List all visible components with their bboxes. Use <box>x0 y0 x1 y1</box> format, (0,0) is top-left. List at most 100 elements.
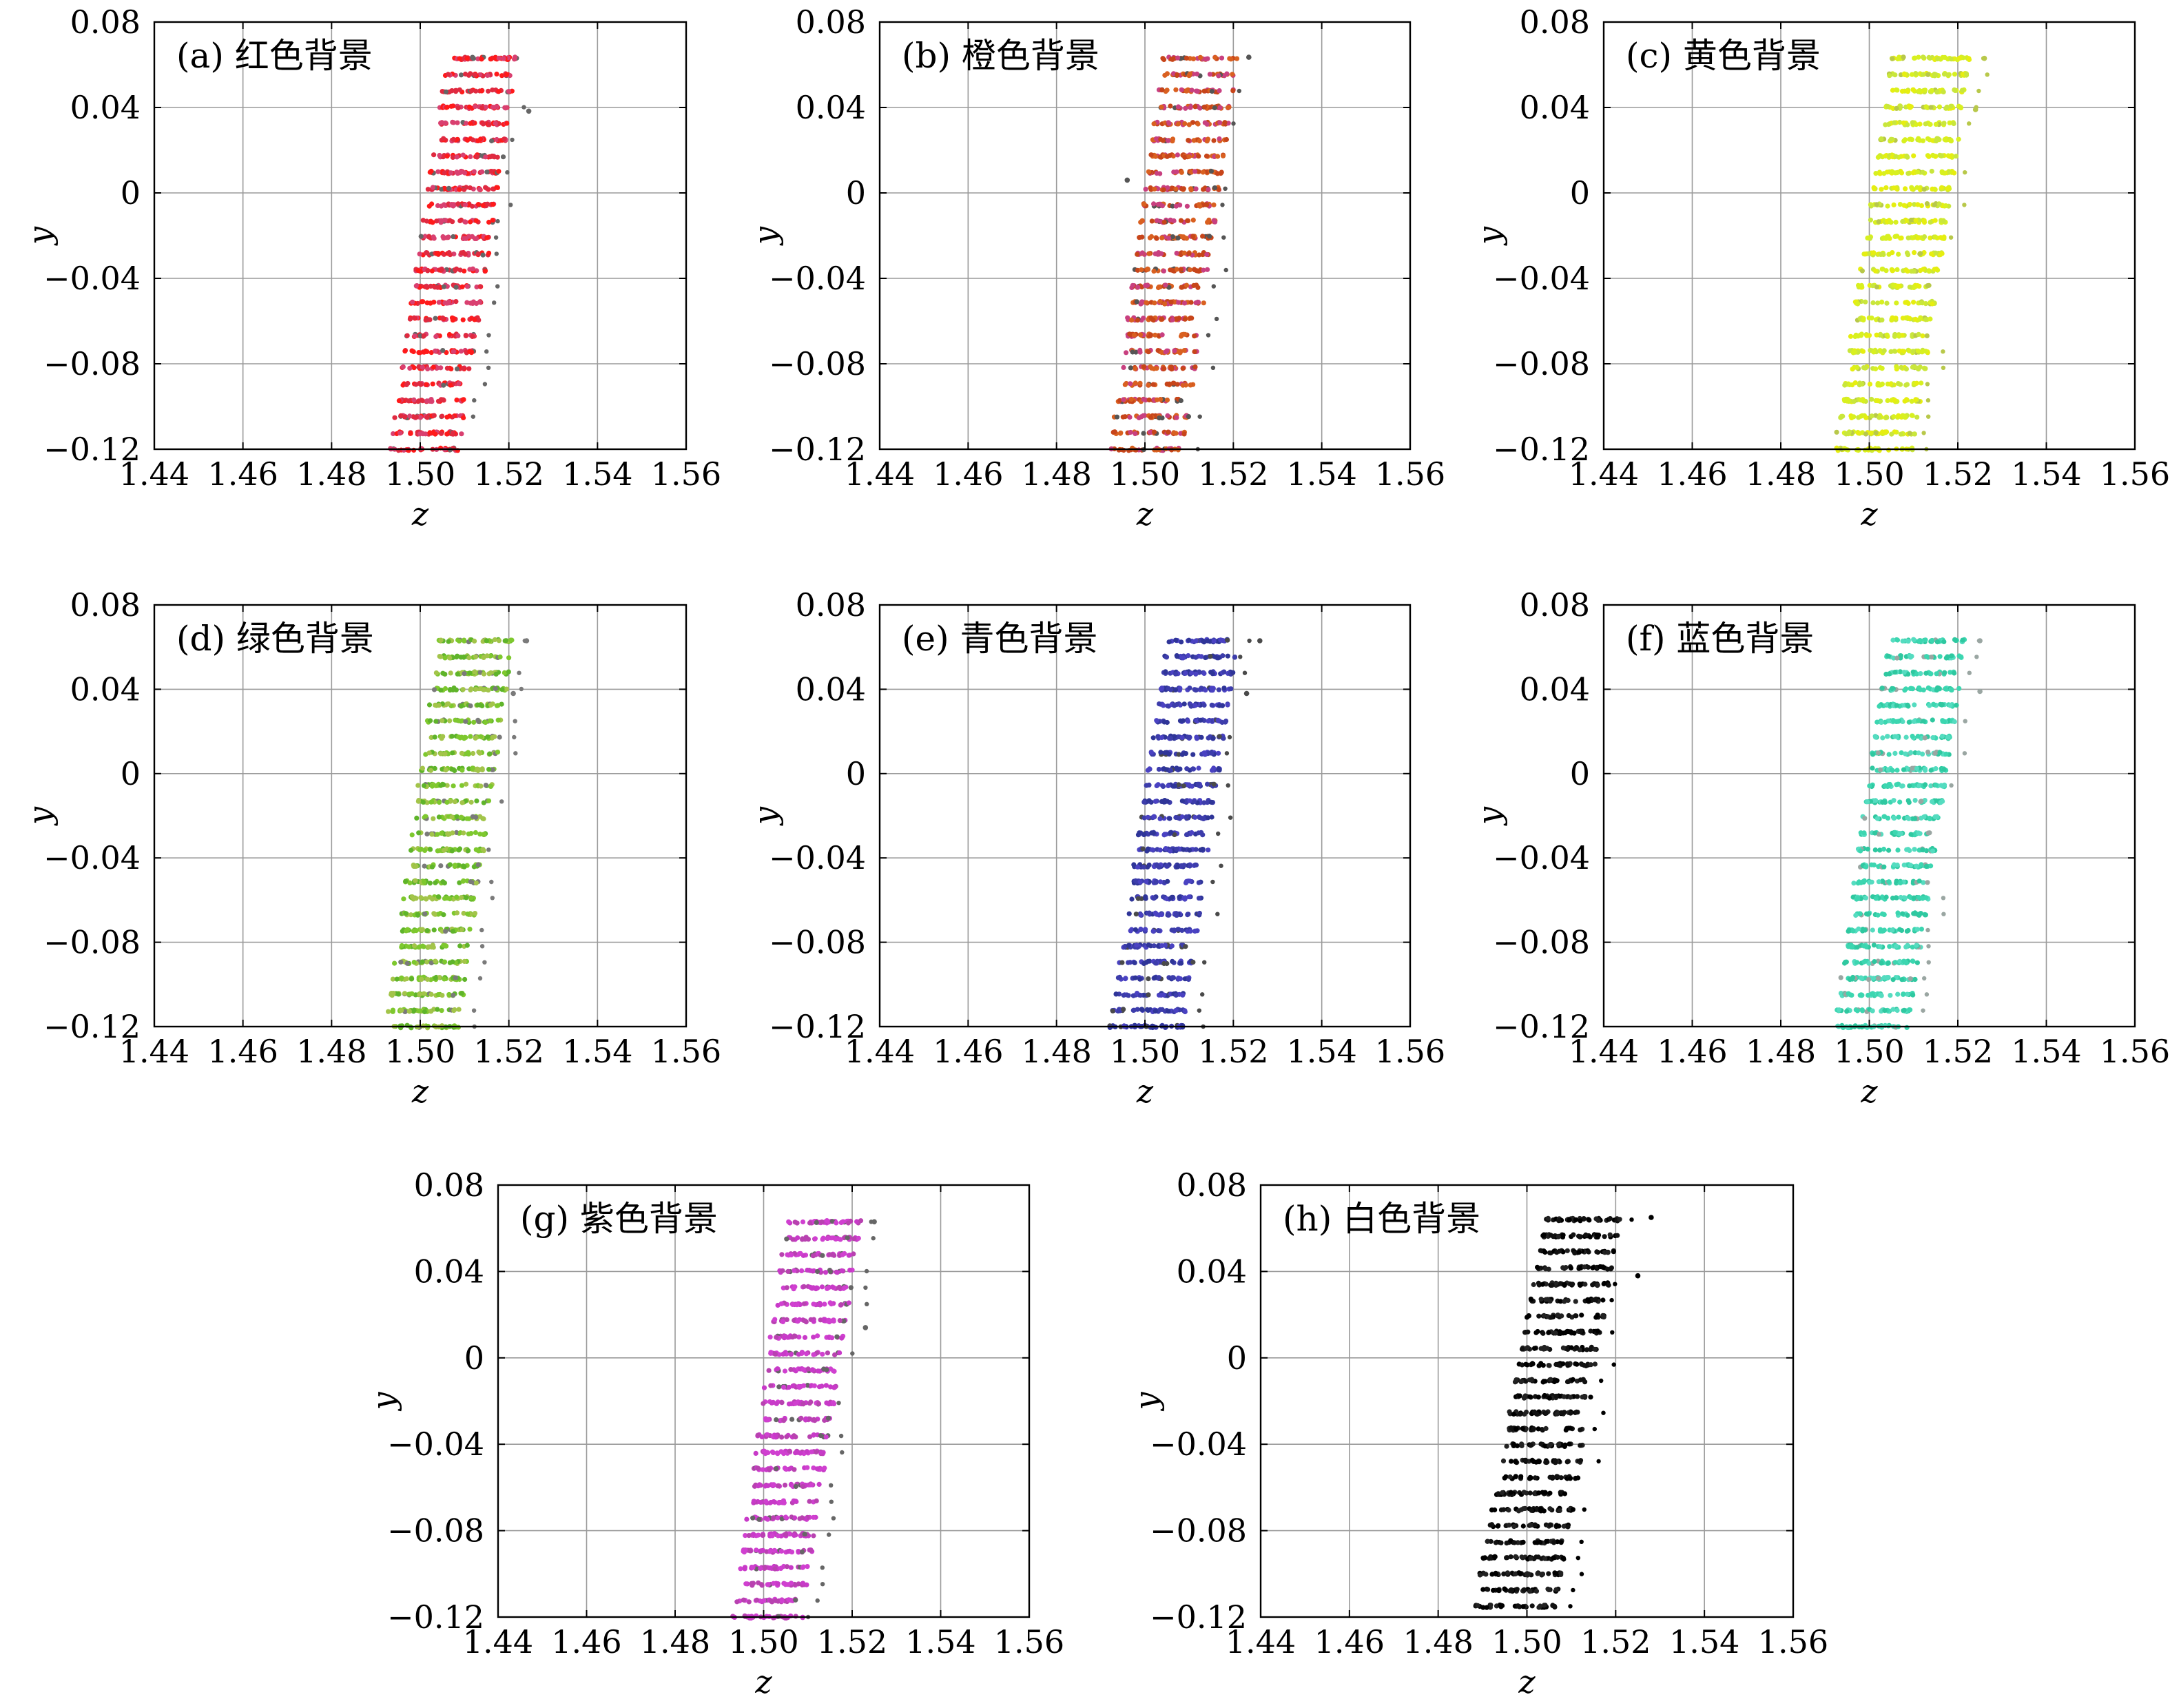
data-point <box>1911 637 1916 643</box>
data-point <box>1141 364 1147 369</box>
data-point <box>505 170 510 175</box>
data-point <box>1900 638 1905 644</box>
data-point <box>428 960 434 966</box>
y-axis-label: y <box>747 806 784 826</box>
data-point <box>1148 234 1155 239</box>
data-point <box>1879 686 1885 691</box>
data-point <box>476 719 482 724</box>
data-point <box>1189 830 1195 836</box>
data-point <box>1188 105 1193 110</box>
data-point <box>1914 380 1919 386</box>
data-point <box>1168 736 1173 741</box>
data-point <box>1874 284 1879 290</box>
data-point <box>1894 655 1900 661</box>
data-point <box>1892 670 1898 675</box>
data-point <box>433 348 438 353</box>
data-point <box>1195 781 1201 787</box>
data-point <box>1134 943 1139 948</box>
data-point <box>1941 218 1946 224</box>
data-point <box>1199 686 1204 691</box>
data-point <box>466 655 472 661</box>
data-point <box>1912 702 1917 708</box>
data-point <box>1879 136 1884 142</box>
data-point <box>1179 87 1184 92</box>
data-point <box>441 382 446 388</box>
data-point <box>453 299 459 305</box>
data-point <box>454 830 459 835</box>
data-point <box>1952 170 1957 176</box>
data-point <box>457 943 463 949</box>
data-point <box>425 187 431 192</box>
data-point <box>1146 169 1151 174</box>
x-axis-label: z <box>411 495 429 533</box>
data-point <box>456 381 462 387</box>
data-point <box>432 765 437 771</box>
data-point <box>1157 701 1162 707</box>
data-point <box>1943 686 1948 692</box>
data-point <box>1981 55 1987 61</box>
data-point <box>465 137 471 143</box>
data-point <box>1166 752 1172 757</box>
data-point <box>1197 138 1202 144</box>
data-point <box>1901 670 1907 675</box>
x-axis-label: z <box>1136 495 1154 533</box>
data-point <box>1130 349 1135 355</box>
data-point <box>463 734 468 741</box>
data-point <box>479 56 484 62</box>
data-point <box>1951 121 1956 127</box>
data-point <box>1875 300 1881 306</box>
data-point <box>1133 927 1138 932</box>
data-point <box>1905 171 1911 176</box>
data-point <box>1159 686 1165 691</box>
data-point <box>1908 686 1913 692</box>
data-point <box>499 687 505 692</box>
x-tick-label: 1.48 <box>1021 455 1091 493</box>
data-point <box>493 686 498 692</box>
data-point <box>1175 235 1181 240</box>
data-point <box>1903 686 1909 692</box>
data-point <box>1128 429 1133 435</box>
data-point <box>1188 300 1194 305</box>
data-point <box>477 750 483 756</box>
data-point <box>1884 332 1890 338</box>
data-point <box>1230 88 1236 94</box>
data-point <box>1184 203 1190 209</box>
x-tick-label: 1.50 <box>1834 455 1904 493</box>
data-point <box>1847 382 1852 388</box>
data-point <box>402 349 408 354</box>
x-tick-label: 1.46 <box>1657 455 1727 493</box>
data-point <box>486 219 492 225</box>
x-tick-label: 1.56 <box>1375 1033 1445 1070</box>
data-point <box>404 333 410 338</box>
data-point <box>459 927 465 932</box>
data-point <box>1944 104 1950 110</box>
data-point <box>1186 653 1191 659</box>
data-point <box>1170 380 1176 386</box>
data-point <box>1195 89 1200 94</box>
x-tick-label: 1.48 <box>1746 455 1816 493</box>
data-point <box>1232 655 1237 660</box>
data-point <box>419 976 424 982</box>
panel-label: (b) 橙色背景 <box>902 36 1099 76</box>
data-point <box>1894 105 1899 111</box>
data-point <box>436 894 442 900</box>
data-point <box>1126 993 1131 998</box>
y-tick-label: 0.04 <box>70 89 141 126</box>
data-point <box>1864 333 1870 338</box>
data-point <box>1124 177 1130 183</box>
data-point <box>1121 992 1126 998</box>
data-point <box>1167 153 1172 158</box>
data-point <box>1159 734 1164 741</box>
data-point <box>1217 120 1223 125</box>
data-point <box>486 798 492 803</box>
data-point <box>473 218 479 223</box>
data-point <box>464 895 469 901</box>
data-point <box>470 300 475 306</box>
data-point <box>422 349 427 355</box>
x-tick-label: 1.44 <box>119 455 189 493</box>
data-point <box>461 910 466 916</box>
data-point <box>1221 235 1226 240</box>
data-point <box>1186 138 1191 143</box>
data-point <box>485 72 490 78</box>
data-point <box>1193 671 1199 677</box>
